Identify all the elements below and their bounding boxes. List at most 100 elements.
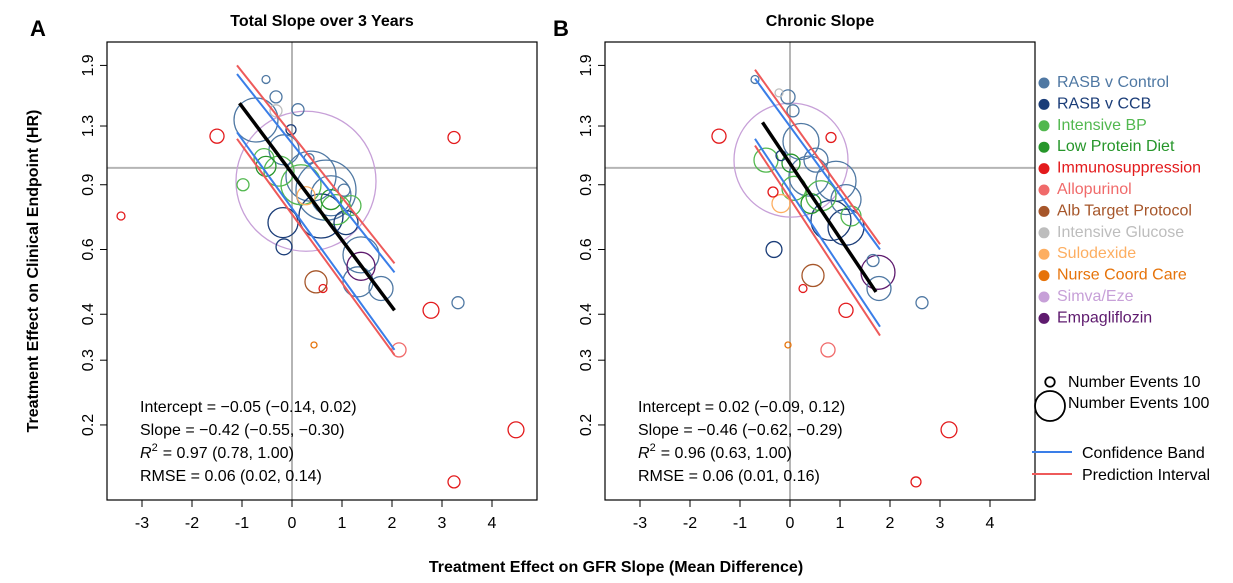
bubble — [346, 251, 376, 281]
y-tick-label: 0.3 — [80, 349, 97, 371]
bubble — [320, 189, 342, 211]
legend-label: Nurse Coord Care — [1057, 267, 1187, 284]
stat-r2: R2 = 0.96 (0.63, 1.00) — [638, 442, 792, 462]
y-tick-label: 0.2 — [80, 414, 97, 436]
legend-marker — [1038, 248, 1050, 260]
stat-rmse: RMSE = 0.06 (0.01, 0.16) — [638, 468, 820, 485]
x-tick-label: -2 — [185, 515, 199, 532]
bubble — [296, 186, 316, 206]
bubble — [236, 178, 250, 192]
bubble — [801, 263, 825, 288]
r2-symbol: R — [638, 445, 650, 462]
y-tick-label: 0.4 — [578, 303, 595, 325]
r2-symbol: R — [140, 445, 152, 462]
legend-label: RASB v CCB — [1057, 95, 1151, 112]
x-axis-label: Treatment Effect on GFR Slope (Mean Diff… — [429, 559, 803, 576]
bubble — [267, 206, 299, 239]
prediction-line — [236, 64, 396, 265]
bubble — [447, 475, 461, 489]
y-tick-label: 1.3 — [578, 115, 595, 137]
bubble — [711, 128, 727, 144]
confidence-line — [754, 138, 881, 328]
y-tick-label: 1.3 — [80, 115, 97, 137]
prediction-line — [236, 138, 396, 356]
stat-rmse: RMSE = 0.06 (0.02, 0.14) — [140, 468, 322, 485]
panel-letter: B — [553, 16, 569, 41]
size-legend-marker — [1034, 390, 1066, 422]
bubble — [507, 421, 525, 439]
x-tick-label: 2 — [886, 515, 895, 532]
r2-text: = 0.96 (0.63, 1.00) — [661, 445, 792, 462]
x-tick-label: 1 — [836, 515, 845, 532]
legend-marker — [1038, 205, 1050, 217]
bubble — [767, 186, 779, 198]
bubble — [803, 147, 829, 173]
y-tick-label: 0.9 — [578, 174, 595, 196]
x-tick-label: 1 — [338, 515, 347, 532]
legend-label: Immunosuppression — [1057, 160, 1201, 177]
x-tick-label: -3 — [633, 515, 647, 532]
x-tick-label: -1 — [733, 515, 747, 532]
bubble — [750, 74, 760, 85]
line-legend-label: Confidence Band — [1082, 445, 1205, 462]
bubble — [269, 104, 283, 118]
legend-marker — [1038, 163, 1050, 175]
size-legend-label: Number Events 100 — [1068, 395, 1210, 412]
x-tick-label: 2 — [388, 515, 397, 532]
legend-label: Alb Target Protocol — [1057, 202, 1192, 219]
legend-marker — [1038, 141, 1050, 153]
bubble — [310, 341, 318, 349]
bubble — [451, 296, 465, 310]
y-tick-label: 0.4 — [80, 303, 97, 325]
legend-marker — [1038, 184, 1050, 196]
x-tick-label: -2 — [683, 515, 697, 532]
bubble — [318, 283, 328, 294]
bubble — [368, 275, 394, 302]
bubble — [337, 183, 351, 197]
bubble — [838, 302, 854, 318]
stat-intercept: Intercept = −0.05 (−0.14, 0.02) — [140, 399, 357, 416]
panel-title: Chronic Slope — [766, 13, 875, 30]
fit-line — [761, 121, 878, 293]
bubble — [291, 103, 305, 117]
legend-label: RASB v Control — [1057, 74, 1169, 91]
confidence-line — [236, 73, 396, 273]
legend-marker — [1038, 77, 1050, 89]
bubble — [447, 130, 461, 145]
bubble — [298, 193, 344, 239]
confidence-line — [754, 77, 881, 251]
y-tick-label: 0.6 — [578, 238, 595, 260]
bubble — [765, 240, 783, 259]
r2-sup: 2 — [152, 442, 158, 454]
bubble — [820, 342, 836, 358]
stat-slope: Slope = −0.46 (−0.62, −0.29) — [638, 422, 843, 439]
r2-sup: 2 — [650, 442, 656, 454]
bubble — [280, 164, 322, 206]
plot-frame — [106, 41, 538, 501]
bubble — [781, 153, 801, 173]
y-tick-label: 1.9 — [578, 54, 595, 76]
bubble — [771, 193, 791, 214]
legend-marker — [1038, 270, 1050, 282]
bubble — [786, 104, 800, 118]
prediction-line — [754, 145, 881, 337]
bubble — [866, 275, 892, 302]
legend-label: Sulodexide — [1057, 245, 1136, 262]
bubble — [275, 238, 293, 256]
x-tick-label: -1 — [235, 515, 249, 532]
stat-slope: Slope = −0.42 (−0.55, −0.30) — [140, 422, 345, 439]
x-tick-label: 4 — [488, 515, 497, 532]
size-legend-marker — [1044, 376, 1056, 388]
stat-intercept: Intercept = 0.02 (−0.09, 0.12) — [638, 399, 845, 416]
x-tick-label: 3 — [438, 515, 447, 532]
bubble — [782, 122, 820, 161]
bubble — [788, 155, 830, 197]
bubble — [774, 88, 784, 98]
stat-r2: R2 = 0.97 (0.78, 1.00) — [140, 442, 294, 462]
y-tick-label: 0.3 — [578, 349, 595, 371]
bubble — [830, 183, 862, 216]
legend-marker — [1038, 312, 1050, 324]
x-tick-label: 0 — [786, 515, 795, 532]
bubble — [304, 270, 328, 294]
legend-label: Intensive BP — [1057, 117, 1147, 134]
